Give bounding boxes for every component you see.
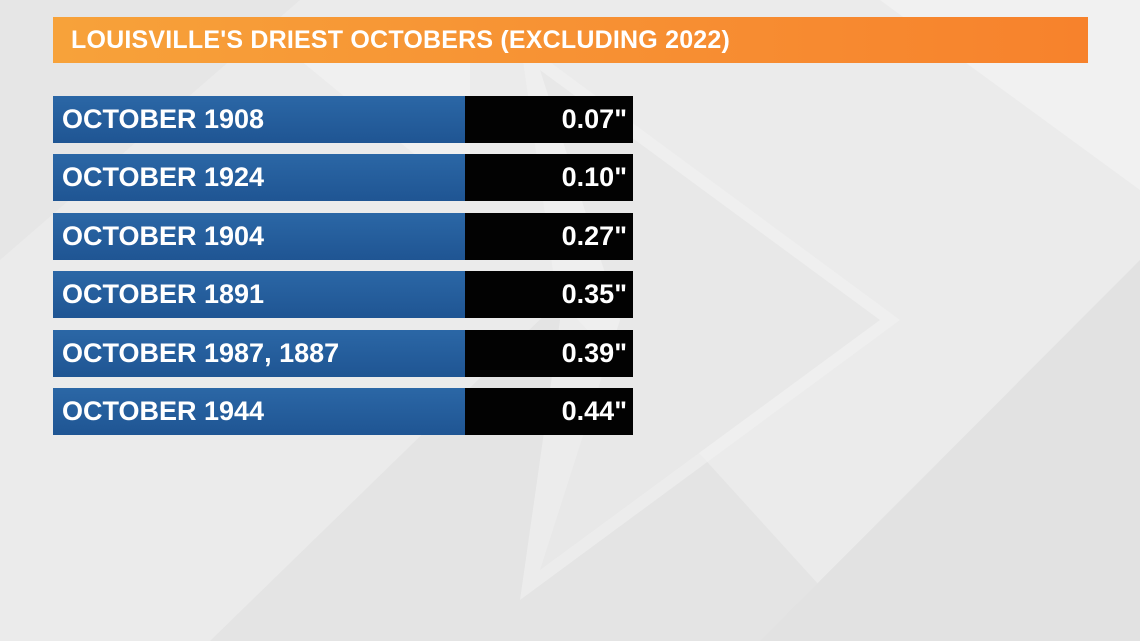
row-value: 0.27" xyxy=(465,212,633,260)
page-title: LOUISVILLE'S DRIEST OCTOBERS (EXCLUDING … xyxy=(71,25,731,54)
row-value: 0.35" xyxy=(465,271,633,319)
row-value: 0.07" xyxy=(465,96,633,143)
row-value: 0.10" xyxy=(465,154,633,202)
row-label: OCTOBER 1924 xyxy=(53,154,465,202)
row-label: OCTOBER 1944 xyxy=(53,387,465,435)
driest-octobers-table: OCTOBER 1908 0.07" OCTOBER 1924 0.10" OC… xyxy=(53,96,633,435)
table-row: OCTOBER 1987, 1887 0.39" xyxy=(53,329,633,377)
row-label: OCTOBER 1891 xyxy=(53,271,465,319)
title-banner: LOUISVILLE'S DRIEST OCTOBERS (EXCLUDING … xyxy=(53,17,1088,63)
row-label: OCTOBER 1908 xyxy=(53,96,465,143)
row-value: 0.44" xyxy=(465,387,633,435)
table-row: OCTOBER 1891 0.35" xyxy=(53,271,633,319)
table-row: OCTOBER 1944 0.44" xyxy=(53,387,633,435)
table-row: OCTOBER 1924 0.10" xyxy=(53,154,633,202)
table-row: OCTOBER 1908 0.07" xyxy=(53,96,633,143)
table-row: OCTOBER 1904 0.27" xyxy=(53,212,633,260)
row-label: OCTOBER 1987, 1887 xyxy=(53,329,465,377)
row-value: 0.39" xyxy=(465,329,633,377)
row-label: OCTOBER 1904 xyxy=(53,212,465,260)
